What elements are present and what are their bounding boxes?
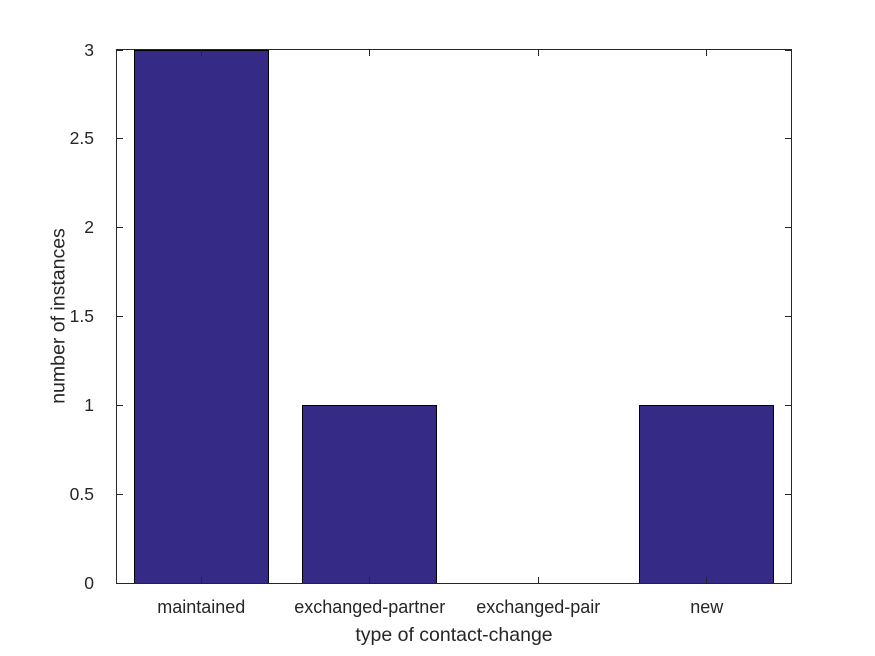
y-tick-label: 2.5 xyxy=(69,128,94,149)
x-axis-label: type of contact-change xyxy=(355,624,553,646)
x-tick-mark xyxy=(706,50,708,56)
x-category-label: exchanged-pair xyxy=(476,597,601,617)
y-tick-mark xyxy=(117,49,123,51)
y-tick-label: 0 xyxy=(84,572,94,593)
y-tick-mark xyxy=(117,582,123,584)
y-tick-mark xyxy=(117,404,123,406)
y-tick-mark xyxy=(117,316,123,317)
x-tick-mark xyxy=(200,50,202,56)
x-tick-mark xyxy=(200,577,202,583)
x-category-label: maintained xyxy=(157,597,246,617)
y-tick-mark xyxy=(785,493,791,495)
y-tick-mark xyxy=(785,316,791,317)
x-tick-mark xyxy=(369,50,371,56)
bar-exchanged-partner xyxy=(302,405,438,583)
x-tick-mark xyxy=(537,577,539,583)
y-tick-mark xyxy=(785,49,791,51)
y-tick-label: 0.5 xyxy=(69,483,94,504)
plot-area xyxy=(116,49,792,584)
x-tick-mark xyxy=(706,577,708,583)
bar-maintained xyxy=(133,50,269,583)
y-tick-mark xyxy=(117,227,123,229)
y-tick-mark xyxy=(785,404,791,406)
y-tick-mark xyxy=(785,227,791,229)
bar-new xyxy=(639,405,775,583)
y-tick-label: 2 xyxy=(84,217,94,238)
y-tick-label: 1 xyxy=(84,394,94,415)
x-category-label: exchanged-partner xyxy=(294,597,446,617)
y-tick-mark xyxy=(785,138,791,140)
x-tick-mark xyxy=(369,577,371,583)
y-tick-mark xyxy=(117,493,123,495)
y-tick-mark xyxy=(785,582,791,584)
y-tick-mark xyxy=(117,138,123,140)
y-tick-label: 1.5 xyxy=(69,306,94,326)
x-tick-mark xyxy=(537,50,539,56)
y-tick-label: 3 xyxy=(84,39,94,60)
x-category-label: new xyxy=(690,597,724,617)
